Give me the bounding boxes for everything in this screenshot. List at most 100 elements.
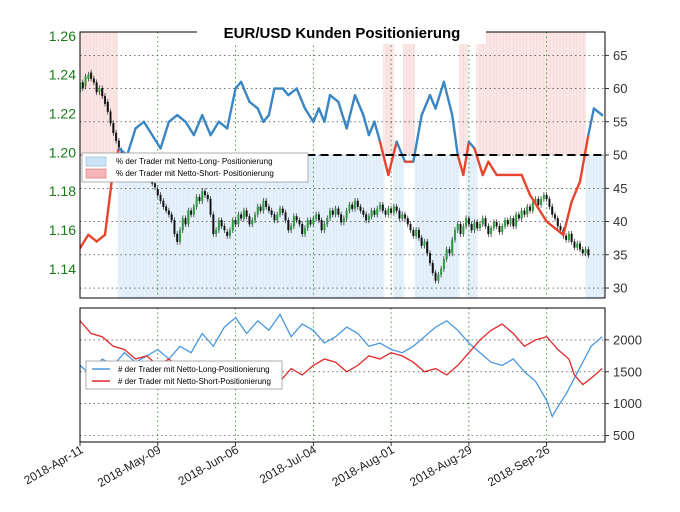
candle-body (529, 206, 531, 211)
candle-body (351, 204, 354, 209)
price-tick-label: 1.26 (49, 28, 76, 44)
candle-body (159, 194, 162, 202)
candle-body (392, 206, 395, 213)
candle-body (342, 218, 345, 223)
percent-segment (481, 160, 490, 177)
candle-body (320, 220, 323, 231)
percent-segment (167, 113, 179, 123)
candle-body (154, 183, 156, 188)
candle-body (165, 206, 168, 211)
candle-body (462, 226, 465, 235)
candle-body (362, 210, 365, 215)
candle-body (459, 224, 462, 235)
candle-body (345, 210, 348, 219)
candle-body (179, 229, 181, 242)
candle-body (98, 88, 101, 93)
candle-body (412, 229, 415, 237)
candle-body (509, 218, 512, 225)
candle-body (204, 191, 206, 196)
candle-body (487, 226, 490, 235)
price-tick-label: 1.22 (49, 106, 76, 122)
candle-body (581, 249, 584, 254)
percent-segment (226, 87, 237, 130)
percent-segment (328, 93, 340, 104)
candle-body (104, 95, 106, 104)
percent-segment (487, 160, 498, 177)
candle-body (579, 243, 581, 250)
candle-body (415, 229, 418, 237)
candle-body (298, 220, 301, 225)
percent-segment (248, 100, 259, 110)
percent-segment (462, 140, 471, 177)
percent-tick-label: 35 (613, 247, 627, 262)
candle-body (198, 196, 201, 202)
candle-body (551, 206, 554, 215)
percent-segment (192, 113, 204, 137)
candle-body (323, 224, 326, 231)
candle-body (384, 210, 387, 215)
percent-segment (442, 80, 454, 117)
candle-body (248, 216, 251, 225)
percent-segment (295, 87, 307, 110)
percent-segment (312, 107, 321, 123)
candle-body (329, 210, 331, 219)
percent-segment (456, 153, 465, 177)
candle-body (404, 214, 406, 219)
percent-segment (592, 107, 604, 117)
percent-segment (353, 93, 365, 117)
legend-label-short: % der Trader mit Netto-Short- Positionie… (116, 169, 274, 178)
candle-body (373, 210, 376, 215)
candle-body (162, 200, 165, 207)
candle-body (106, 101, 109, 112)
percent-segment (467, 140, 476, 150)
candle-body (501, 226, 504, 233)
candle-body (312, 218, 315, 225)
price-tick-label: 1.16 (49, 222, 76, 238)
candle-body (181, 218, 184, 231)
price-tick-label: 1.20 (49, 144, 76, 160)
candle-body (276, 214, 279, 221)
percent-segment (362, 113, 371, 137)
percent-segment (142, 120, 154, 137)
candle-body (254, 214, 256, 221)
legend-label-long-count: # der Trader mit Netto-Long-Positionieru… (118, 365, 270, 374)
candle-body (381, 204, 384, 211)
percent-segment (434, 80, 446, 110)
candle-body (279, 208, 281, 215)
percent-segment (528, 193, 540, 210)
count-tick-label: 2000 (613, 332, 642, 347)
candle-body (270, 210, 273, 215)
candle-body (209, 198, 212, 215)
legend-label-long: % der Trader mit Netto-Long- Positionier… (116, 157, 273, 166)
percent-axis: 30 35 40 45 50 55 60 65 (605, 48, 627, 296)
candle-body (81, 82, 84, 89)
candle-body (251, 220, 254, 225)
candle-body (156, 189, 159, 196)
percent-tick-label: 60 (613, 81, 627, 96)
percent-segment (80, 233, 90, 250)
date-tick-label: 2018-Aug-29 (407, 442, 474, 489)
legend-swatch-short (85, 168, 107, 179)
candle-body (348, 204, 351, 211)
date-tick-label: 2018-Sep-26 (485, 442, 552, 489)
candle-body (192, 206, 195, 215)
percent-tick-label: 30 (613, 281, 627, 296)
candle-body (90, 72, 93, 79)
candle-body (434, 272, 437, 281)
candle-body (273, 214, 276, 221)
candle-body (95, 82, 98, 93)
percent-segment (373, 120, 382, 143)
date-tick-label: 2018-Apr-11 (21, 442, 85, 487)
candle-body (217, 220, 220, 231)
candle-body (417, 229, 420, 238)
percent-segment (545, 220, 557, 230)
percent-segment (323, 93, 332, 123)
date-axis: 2018-Apr-11 2018-May-09 2018-Jun-06 2018-Ju… (21, 442, 552, 490)
candle-body (531, 202, 534, 211)
candle-body (420, 237, 423, 246)
percent-segment (281, 87, 290, 97)
candle-body (184, 218, 187, 225)
bottom-panel-grid (79, 308, 605, 442)
candle-body (242, 210, 245, 219)
percent-segment (317, 107, 326, 123)
